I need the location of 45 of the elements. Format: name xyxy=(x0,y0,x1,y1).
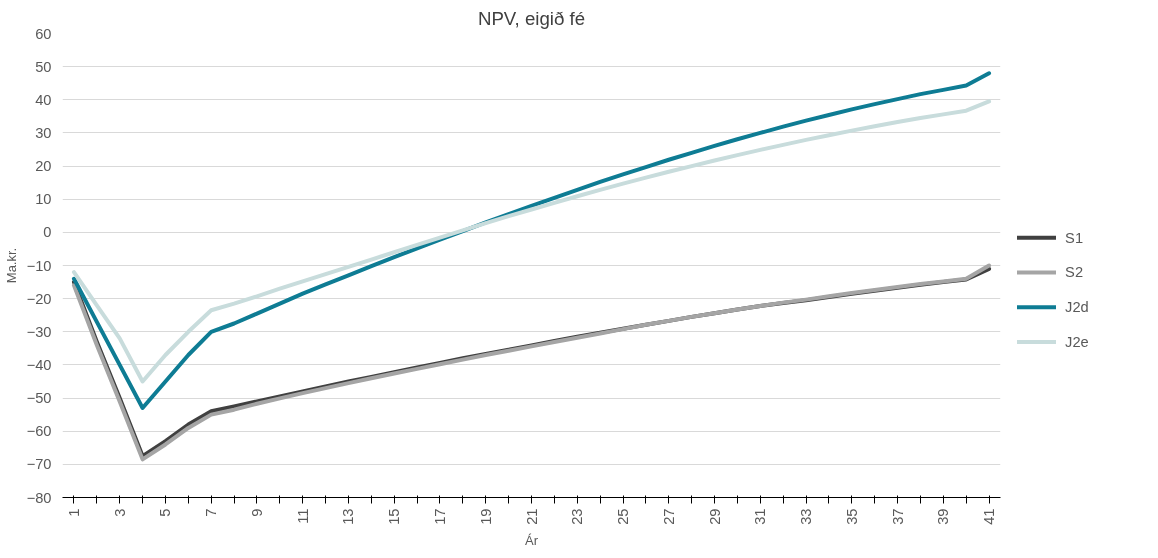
y-tick-label: 50 xyxy=(35,58,52,75)
x-axis-title: Ár xyxy=(525,532,539,548)
line-series xyxy=(71,71,992,411)
x-tick-label: 7 xyxy=(203,508,220,517)
y-axis-title: Ma.kr. xyxy=(3,247,19,284)
y-tick-label: −70 xyxy=(26,456,52,473)
x-tick-label: 13 xyxy=(340,508,357,525)
x-tick-label: 39 xyxy=(935,508,952,525)
y-tick-label: −80 xyxy=(26,489,52,506)
y-tick-label: 0 xyxy=(43,224,52,241)
x-tick-label: 37 xyxy=(889,508,906,525)
legend-label: J2e xyxy=(1065,334,1089,351)
y-tick-label: −50 xyxy=(26,390,52,407)
x-tick-label: 21 xyxy=(523,508,540,525)
x-tick-label: 41 xyxy=(981,508,998,525)
x-tick-label: 29 xyxy=(706,508,723,525)
chart-title: NPV, eigið fé xyxy=(477,7,586,29)
legend-label: J2d xyxy=(1065,299,1089,316)
legend-label: S2 xyxy=(1065,264,1084,281)
y-tick-label: −10 xyxy=(26,257,52,274)
x-tick-label: 17 xyxy=(431,508,448,525)
x-tick-label: 35 xyxy=(843,508,860,525)
x-tick-label: 31 xyxy=(752,508,769,525)
legend-label: S1 xyxy=(1065,229,1084,246)
x-tick-label: 5 xyxy=(157,508,174,517)
y-tick-label: −30 xyxy=(26,323,52,340)
x-tick-label: 15 xyxy=(386,508,403,525)
y-tick-label: 40 xyxy=(35,91,52,108)
x-tick-label: 19 xyxy=(477,508,494,525)
y-tick-label: 20 xyxy=(35,158,52,175)
y-tick-label: 30 xyxy=(35,124,52,141)
y-tick-label: 60 xyxy=(35,25,52,42)
x-tick-label: 11 xyxy=(294,508,311,524)
x-tick-label: 25 xyxy=(615,508,632,525)
line-series xyxy=(71,99,992,384)
x-tick-label: 33 xyxy=(798,508,815,525)
y-tick-label: −20 xyxy=(26,290,52,307)
y-tick-label: −60 xyxy=(26,423,52,440)
x-tick-label: 27 xyxy=(660,508,677,525)
x-tick-label: 9 xyxy=(248,508,265,517)
y-tick-label: 10 xyxy=(35,191,52,208)
x-tick-label: 23 xyxy=(569,508,586,525)
y-tick-label: −40 xyxy=(26,356,52,373)
x-tick-label: 1 xyxy=(65,508,82,517)
x-tick-label: 3 xyxy=(111,508,128,517)
